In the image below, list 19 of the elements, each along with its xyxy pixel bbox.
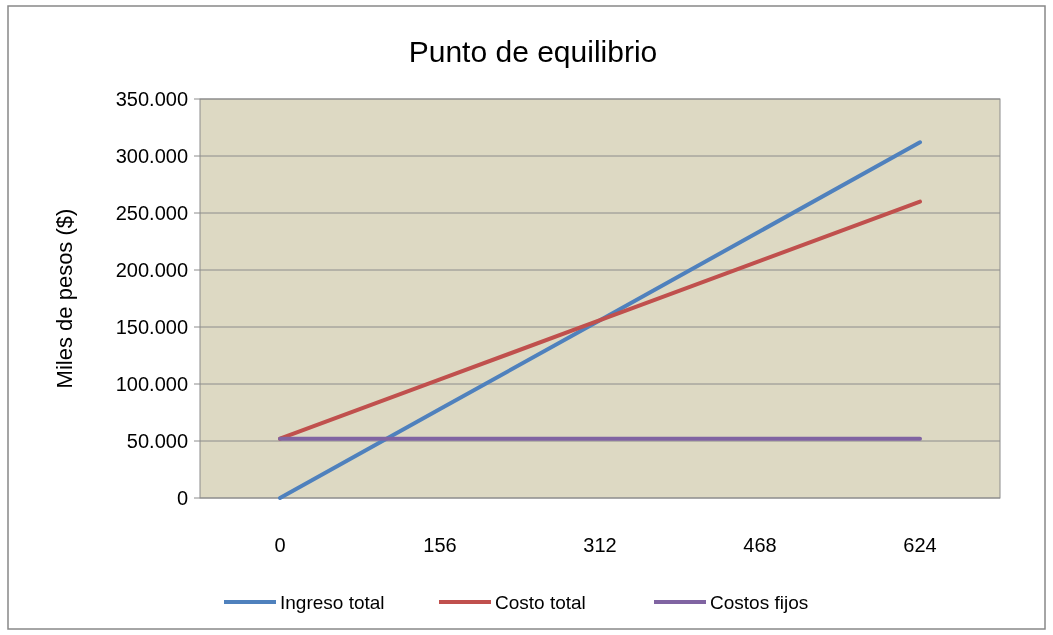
legend-label: Costo total (495, 591, 586, 613)
legend-label: Costos fijos (710, 591, 809, 613)
x-tick-label: 156 (423, 534, 457, 556)
y-tick-label: 150.000 (115, 316, 188, 338)
x-tick-label: 312 (583, 534, 617, 556)
x-tick-label: 468 (743, 534, 777, 556)
y-tick-label: 0 (176, 487, 188, 509)
legend-label: Ingreso total (280, 591, 385, 613)
y-tick-label: 300.000 (115, 145, 188, 167)
y-tick-label: 200.000 (115, 259, 188, 281)
chart-title: Punto de equilibrio (408, 35, 658, 68)
y-tick-label: 100.000 (115, 373, 188, 395)
y-tick-label: 50.000 (126, 430, 188, 452)
x-tick-label: 624 (903, 534, 937, 556)
x-tick-label: 0 (274, 534, 286, 556)
line-series (278, 140, 922, 500)
y-tick-label: 250.000 (115, 202, 188, 224)
y-tick-label: 350.000 (115, 88, 188, 110)
y-axis-title: Miles de pesos ($) (52, 208, 77, 389)
